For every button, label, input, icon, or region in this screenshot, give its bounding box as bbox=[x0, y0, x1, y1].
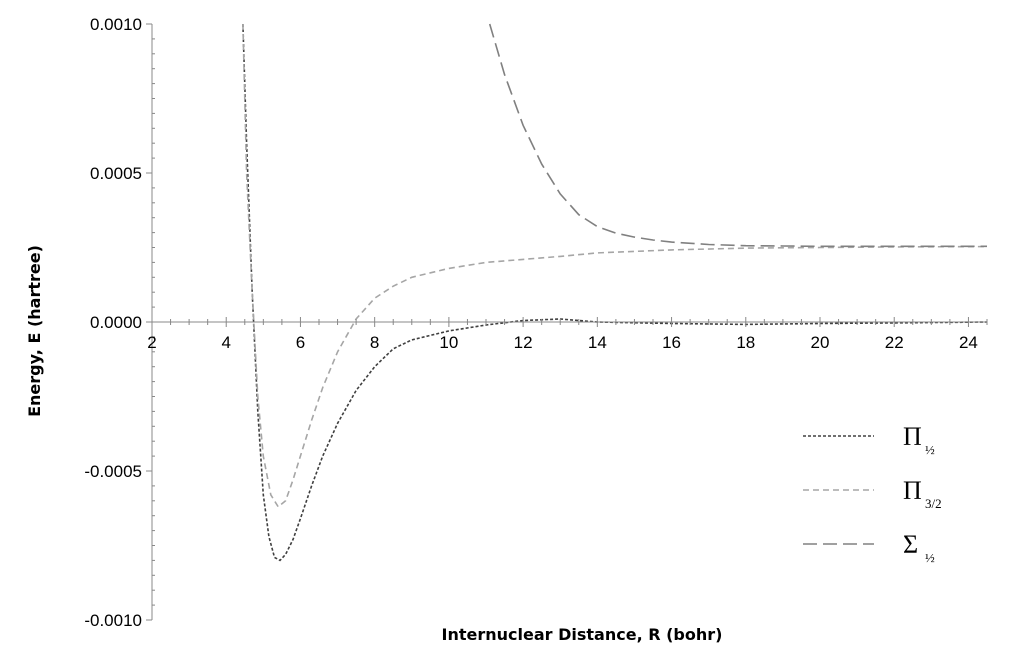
x-axis-title: Internuclear Distance, R (bohr) bbox=[442, 625, 723, 644]
series-line-1 bbox=[242, 23, 988, 562]
series-line-3 bbox=[488, 23, 987, 248]
x-tick-label: 4 bbox=[221, 333, 230, 352]
x-tick-label: 24 bbox=[959, 333, 978, 352]
legend-subscript-2: 3/2 bbox=[925, 496, 942, 511]
y-tick-label: -0.0005 bbox=[84, 462, 142, 481]
y-tick-label: -0.0010 bbox=[84, 611, 142, 630]
y-tick-label: 0.0010 bbox=[90, 15, 142, 34]
x-tick-label: 2 bbox=[147, 333, 156, 352]
legend: Π ½Π 3/2Σ ½ bbox=[803, 422, 942, 565]
x-tick-label: 22 bbox=[885, 333, 904, 352]
series-layer bbox=[242, 23, 988, 562]
y-axis-title: Energy, E (hartree) bbox=[25, 245, 44, 417]
x-tick-label: 14 bbox=[588, 333, 607, 352]
series-line-2 bbox=[242, 23, 988, 508]
legend-symbol-3: Σ bbox=[903, 530, 918, 559]
x-tick-label: 10 bbox=[439, 333, 458, 352]
x-tick-label: 20 bbox=[811, 333, 830, 352]
x-tick-label: 12 bbox=[514, 333, 533, 352]
axes-layer bbox=[146, 23, 988, 621]
legend-subscript-3: ½ bbox=[925, 550, 935, 565]
legend-symbol-2: Π bbox=[903, 476, 922, 505]
x-tick-label: 8 bbox=[370, 333, 379, 352]
x-tick-label: 18 bbox=[736, 333, 755, 352]
x-tick-label: 16 bbox=[662, 333, 681, 352]
x-tick-label: 6 bbox=[296, 333, 305, 352]
y-tick-label: 0.0000 bbox=[90, 313, 142, 332]
y-tick-label: 0.0005 bbox=[90, 164, 142, 183]
legend-subscript-1: ½ bbox=[925, 442, 935, 457]
legend-symbol-1: Π bbox=[903, 422, 922, 451]
